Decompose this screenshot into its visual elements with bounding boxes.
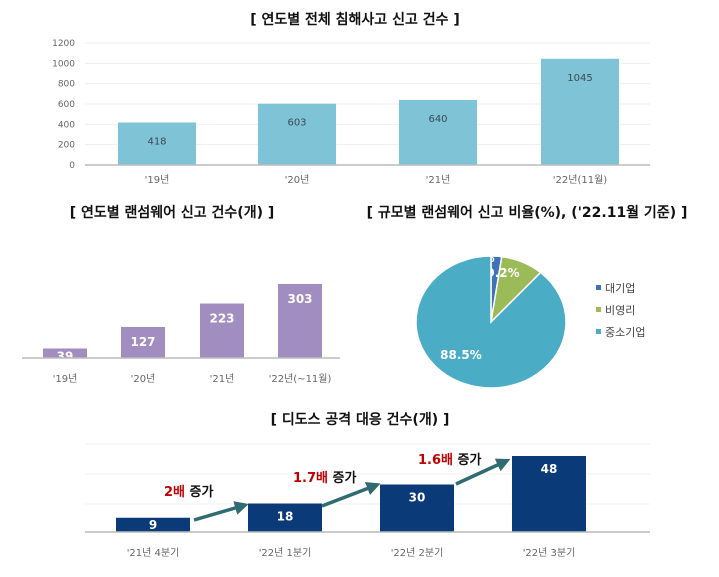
x-tick-label: '22년 1분기	[259, 547, 312, 559]
growth-suffix: 증가	[328, 471, 356, 486]
data-label: 640	[428, 114, 447, 125]
ddos-chart: [ 디도스 공격 대응 건수(개) ] 9 '21년 4분기 18 '22년 1분기 3…	[85, 411, 650, 559]
pie-data-label: 88.5%	[440, 348, 482, 362]
bar	[258, 103, 336, 165]
x-tick-label: '22년 2분기	[391, 547, 444, 559]
ddos-chart-title: [ 디도스 공격 대응 건수(개) ]	[271, 411, 450, 428]
x-tick-label: '22년(~11월)	[269, 373, 332, 385]
bar	[278, 284, 322, 358]
x-tick-label: '22년(11월)	[553, 174, 607, 186]
data-label: 127	[130, 335, 155, 349]
y-tick-label: 400	[58, 120, 75, 130]
bar	[118, 122, 196, 165]
bar	[399, 99, 477, 165]
growth-suffix: 증가	[453, 453, 481, 468]
y-tick-label: 1200	[52, 39, 75, 49]
bar	[200, 303, 244, 358]
data-label: 418	[147, 137, 166, 148]
y-tick-label: 600	[58, 100, 75, 110]
x-tick-label: '21년 4분기	[127, 547, 180, 559]
incidents-chart: [ 연도별 전체 침해사고 신고 건수 ] 0 200 400 600 800 1000 1…	[52, 11, 650, 186]
y-tick-label: 800	[58, 80, 75, 90]
ransomware-chart-title: [ 연도별 랜섬웨어 신고 건수(개) ]	[70, 204, 275, 221]
data-label: 48	[541, 462, 558, 476]
growth-annotation: 2배 증가	[164, 484, 214, 500]
ransomware-share-pie: [ 규모별 랜섬웨어 신고 비율(%), ('22.11월 기준) ] 2.3%…	[367, 204, 688, 389]
ransomware-chart: [ 연도별 랜섬웨어 신고 건수(개) ] 39 '19년 127 '20년 223 '2…	[22, 204, 340, 385]
pie-data-label: 9.2%	[486, 266, 519, 280]
growth-multiplier: 1.7배	[293, 470, 328, 486]
data-label: 9	[149, 518, 157, 532]
growth-multiplier: 2배	[164, 484, 185, 500]
data-label: 30	[409, 491, 426, 505]
legend-swatch	[596, 307, 601, 312]
bar	[380, 484, 454, 532]
data-label: 1045	[567, 73, 592, 84]
bar	[512, 456, 586, 532]
y-tick-label: 200	[58, 141, 75, 151]
bar	[541, 58, 619, 166]
legend-label: 대기업	[605, 282, 635, 295]
data-label: 39	[57, 349, 74, 363]
y-tick-label: 1000	[52, 59, 75, 69]
x-tick-label: '19년	[145, 174, 170, 186]
pie-chart-title: [ 규모별 랜섬웨어 신고 비율(%), ('22.11월 기준) ]	[367, 204, 688, 221]
x-tick-label: '20년	[285, 174, 310, 186]
pie-slice	[415, 255, 567, 389]
y-tick-label: 0	[69, 161, 75, 171]
bar	[121, 326, 165, 358]
data-label: 223	[209, 312, 234, 326]
incidents-chart-title: [ 연도별 전체 침해사고 신고 건수 ]	[250, 11, 459, 28]
legend-swatch	[596, 285, 601, 290]
x-tick-label: '19년	[53, 373, 78, 385]
bar	[248, 503, 322, 532]
data-label: 603	[287, 118, 306, 129]
growth-annotation: 1.6배 증가	[418, 452, 481, 468]
growth-suffix: 증가	[185, 485, 213, 500]
data-label: 18	[277, 510, 294, 524]
growth-annotation: 1.7배 증가	[293, 470, 356, 486]
data-label: 303	[287, 292, 312, 306]
growth-arrow	[455, 458, 511, 486]
legend-label: 비영리	[605, 304, 635, 317]
bar	[43, 348, 87, 358]
x-tick-label: '22년 3분기	[523, 547, 576, 559]
x-tick-label: '21년	[426, 174, 451, 186]
bar	[116, 517, 190, 532]
legend-label: 중소기업	[605, 326, 645, 339]
x-tick-label: '21년	[210, 373, 235, 385]
growth-multiplier: 1.6배	[418, 452, 453, 468]
growth-arrow	[321, 481, 381, 508]
x-tick-label: '20년	[131, 373, 156, 385]
legend-swatch	[596, 329, 601, 334]
growth-arrow	[193, 501, 249, 522]
